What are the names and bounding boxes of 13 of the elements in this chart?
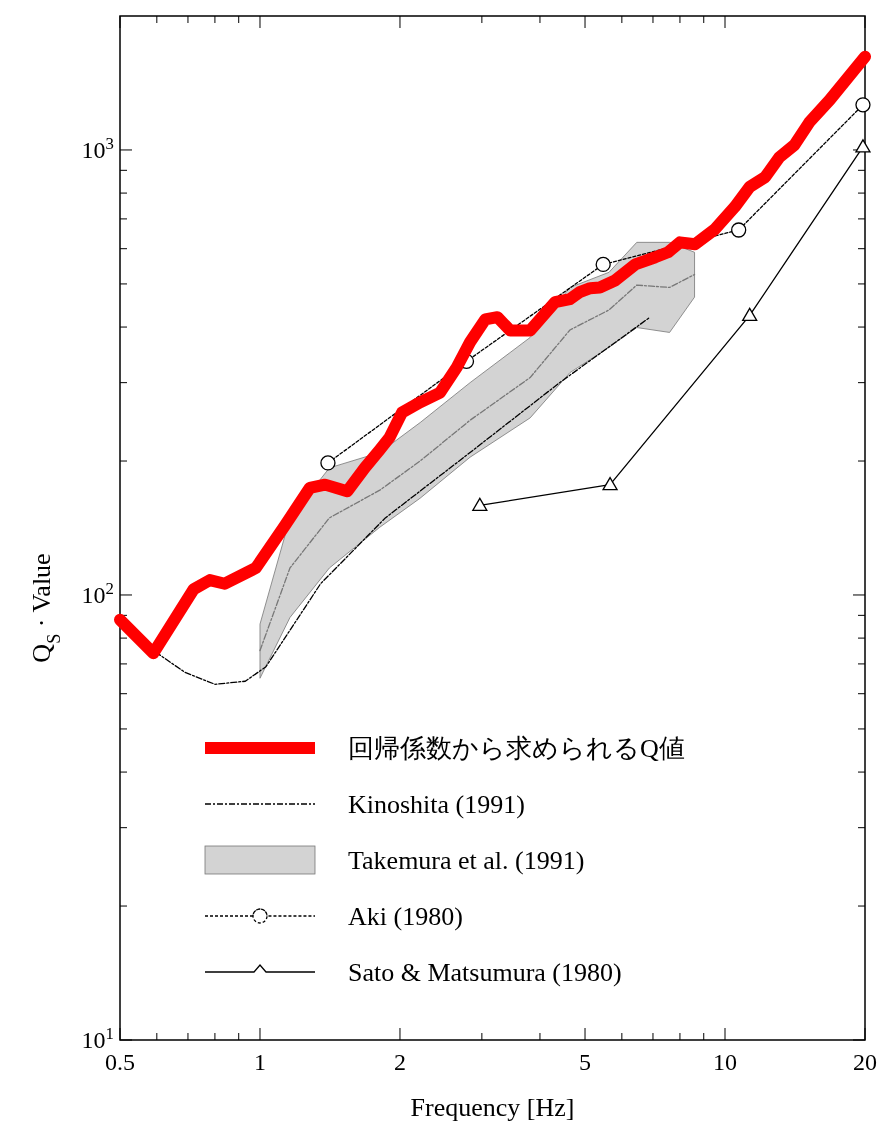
legend-label: Aki (1980) [348,902,463,931]
legend-label: Sato & Matsumura (1980) [348,958,622,987]
legend-label: 回帰係数から求められるQ値 [348,734,685,763]
legend-label: Kinoshita (1991) [348,790,525,819]
y-tick-label: 10$^{3}$ [81,133,114,163]
x-axis-title: Frequency [Hz] [410,1093,575,1122]
x-tick-label: 10 [713,1049,738,1075]
x-tick-label: 1 [253,1049,266,1075]
x-tick-label: 2 [393,1049,406,1075]
legend-label: Takemura et al. (1991) [348,846,585,875]
x-tick-label: 20 [853,1049,877,1075]
y-tick-label: 10$^{2}$ [81,578,114,608]
x-tick-label: 5 [579,1049,592,1075]
